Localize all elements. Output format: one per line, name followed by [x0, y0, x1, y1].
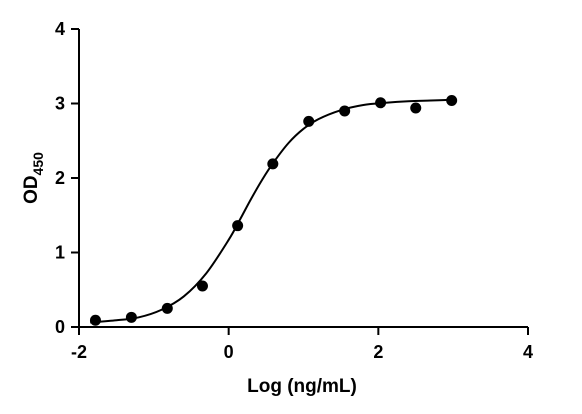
data-point — [339, 105, 351, 117]
data-point — [89, 314, 101, 326]
data-points-layer — [89, 95, 458, 326]
data-point — [161, 302, 173, 314]
x-axis-title: Log (ng/mL) — [247, 376, 357, 397]
data-point — [232, 220, 244, 232]
y-tick-label: 3 — [55, 94, 65, 114]
x-tick-label: 4 — [523, 342, 533, 362]
data-point — [375, 97, 387, 109]
x-tick-label: -2 — [71, 342, 87, 362]
y-tick-label: 0 — [55, 317, 65, 337]
y-axis-title-subscript: 450 — [30, 152, 46, 176]
x-tick-label: 0 — [224, 342, 234, 362]
data-point — [410, 102, 422, 114]
data-point — [446, 95, 458, 107]
fit-curve-layer — [90, 98, 454, 324]
y-tick-label: 4 — [55, 19, 65, 39]
y-tick-label: 2 — [55, 168, 65, 188]
x-tick-label: 2 — [373, 342, 383, 362]
y-tick-label: 1 — [55, 243, 65, 263]
y-axis-title: OD450 — [21, 152, 46, 204]
axes: -2 0 2 4 0 1 2 3 4 — [55, 19, 533, 362]
y-axis-title-main: OD — [21, 175, 42, 204]
data-point — [196, 280, 208, 292]
fit-curve — [90, 98, 454, 324]
data-point — [125, 311, 137, 323]
data-point — [267, 158, 279, 170]
data-point — [303, 115, 315, 127]
